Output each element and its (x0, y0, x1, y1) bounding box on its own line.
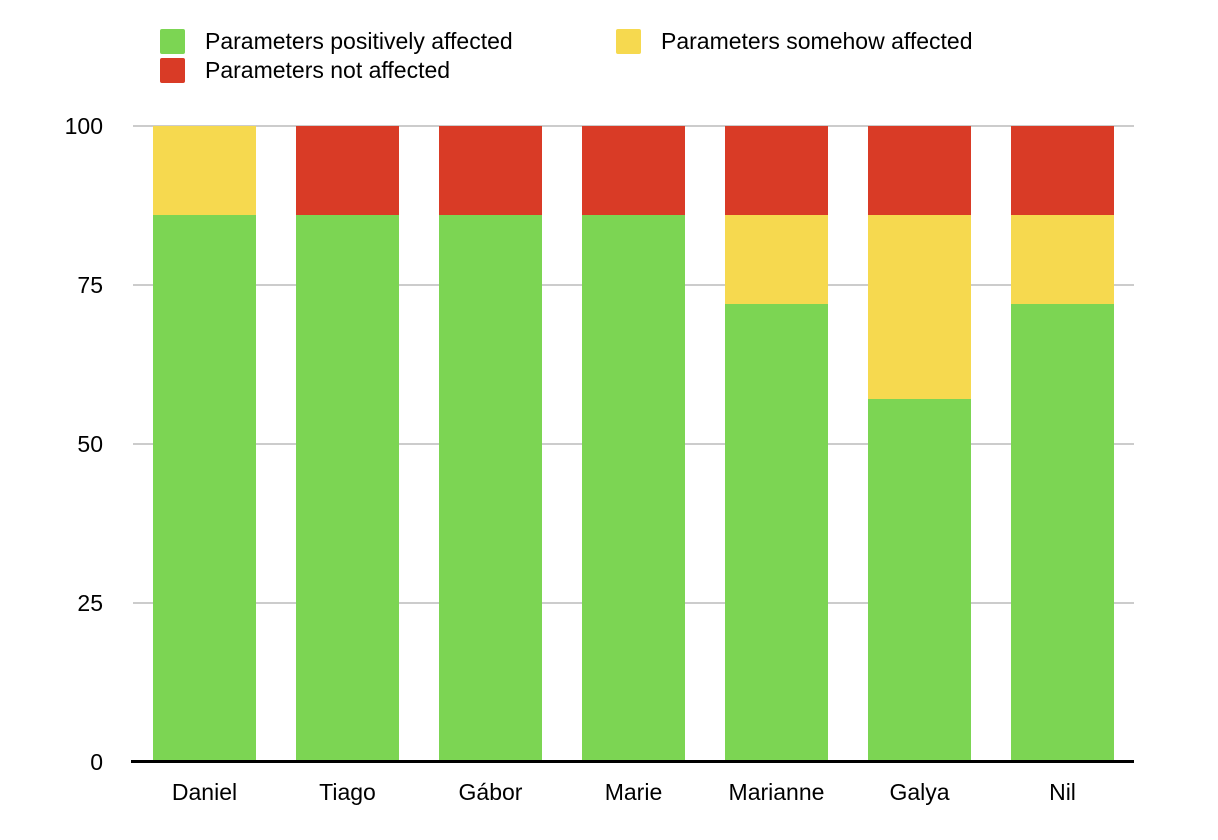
legend-label-not-affected: Parameters not affected (205, 57, 451, 83)
bar-segment (439, 126, 542, 216)
x-category-label: Gábor (458, 779, 523, 805)
legend-swatch-not-affected (160, 58, 185, 83)
x-category-label: Daniel (171, 779, 238, 805)
x-category-label: Tiago (319, 779, 376, 805)
bar-segment (868, 126, 971, 216)
x-axis-line (131, 760, 1134, 763)
bar-gábor (439, 126, 542, 762)
bar-segment (868, 399, 971, 762)
bar-marie (582, 126, 685, 762)
bar-marianne (725, 126, 828, 762)
bar-tiago (296, 126, 399, 762)
x-category-label: Marie (604, 779, 663, 805)
legend-label-positively-affected: Parameters positively affected (205, 28, 513, 54)
bar-segment (582, 126, 685, 216)
bar-segment (725, 304, 828, 762)
legend-swatch-positively-affected (160, 29, 185, 54)
bar-segment (725, 215, 828, 305)
bar-segment (153, 126, 256, 216)
y-tick-label: 25 (77, 590, 103, 616)
legend-swatch-somehow-affected (616, 29, 641, 54)
y-tick-label: 50 (77, 431, 103, 457)
legend-item-positively-affected: Parameters positively affected (160, 29, 513, 54)
bar-segment (296, 215, 399, 762)
y-tick-label: 0 (90, 749, 103, 775)
x-category-label: Galya (889, 779, 950, 805)
bar-nil (1011, 126, 1114, 762)
bar-segment (582, 215, 685, 762)
bar-segment (153, 215, 256, 762)
bar-segment (725, 126, 828, 216)
legend-item-somehow-affected: Parameters somehow affected (616, 29, 973, 54)
y-tick-label: 75 (77, 272, 103, 298)
bar-segment (1011, 304, 1114, 762)
x-category-label: Nil (1049, 779, 1076, 805)
bar-segment (1011, 126, 1114, 216)
bar-segment (439, 215, 542, 762)
bar-segment (868, 215, 971, 400)
bar-segment (296, 126, 399, 216)
y-tick-label: 100 (64, 113, 103, 139)
legend-item-not-affected: Parameters not affected (160, 58, 450, 83)
bar-daniel (153, 126, 256, 762)
x-category-label: Marianne (728, 779, 825, 805)
plot-area (133, 125, 1134, 762)
bar-segment (1011, 215, 1114, 305)
legend-label-somehow-affected: Parameters somehow affected (661, 28, 973, 54)
bar-galya (868, 126, 971, 762)
